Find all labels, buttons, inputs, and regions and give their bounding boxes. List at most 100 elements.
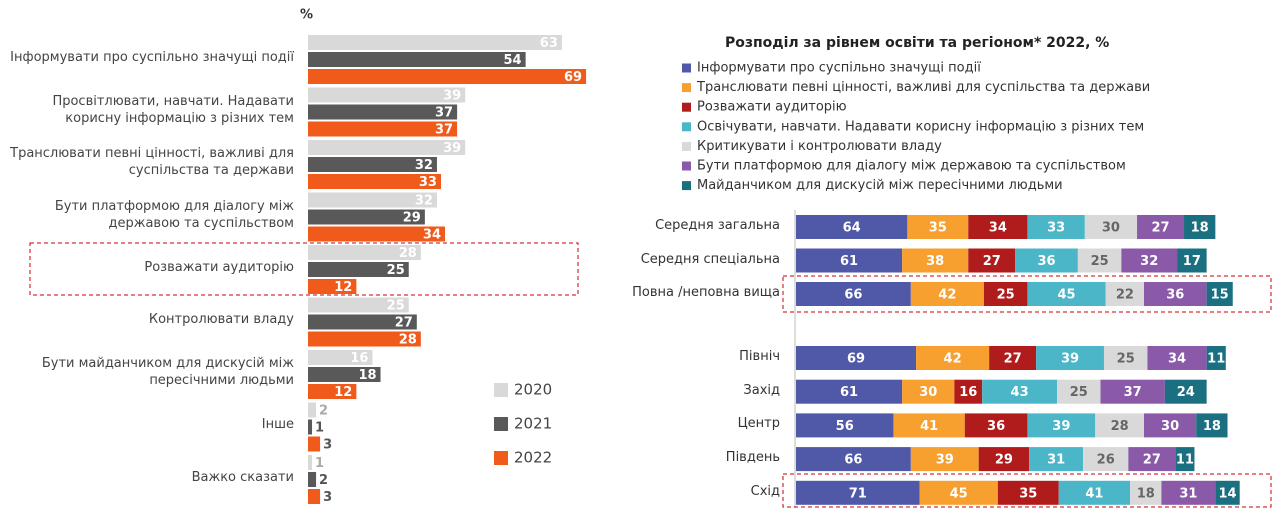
category-label: Бути майданчиком для дискусій між пересі… [41,356,294,388]
value-label: 2 [319,404,328,419]
bar [308,384,357,399]
value-label: 25 [1117,352,1135,367]
bar-segment [1077,248,1122,273]
category-label: Центр [737,416,780,432]
bar-segment [1058,480,1131,505]
bar-segment [1027,413,1096,438]
bar-segment [902,379,955,404]
value-label: 25 [387,299,405,314]
value-label: 28 [399,333,417,348]
bar-segment [968,215,1028,239]
category-label: Транслювати певні цінності, важливі для … [10,146,294,178]
bar [308,419,313,435]
highlight-box [29,242,579,296]
bar-segment [902,248,969,273]
bar [308,331,421,347]
bar-segment [916,346,990,370]
bar-segment [1184,215,1216,239]
category-label: Середня загальна [655,218,780,233]
highlight-box [782,275,1272,313]
legend-swatch [682,122,691,132]
bar-segment [796,215,908,239]
bar [308,87,466,103]
value-label: 69 [564,70,582,85]
highlight-box [782,473,1272,508]
bar [308,314,417,330]
value-label: 35 [1019,486,1037,501]
value-label: 22 [1116,288,1134,303]
bar-segment [968,248,1016,273]
value-label: 71 [849,486,867,501]
bar [308,140,466,155]
bar [308,226,446,242]
value-label: 42 [944,352,962,367]
bar [308,350,373,365]
legend-swatch [682,181,691,191]
bar-segment [796,282,911,306]
value-label: 17 [1183,254,1201,269]
bar-segment [1175,447,1195,472]
bar [308,367,381,382]
bar-segment [1128,447,1176,472]
value-label: 18 [1191,221,1209,236]
value-label: 45 [950,486,968,501]
bar-segment [1027,282,1106,306]
value-label: 14 [1218,486,1236,501]
value-label: 66 [844,453,862,468]
value-label: 25 [1070,385,1088,400]
value-label: 31 [1047,453,1065,468]
bar-segment [1206,282,1233,306]
bar-segment [1103,346,1148,370]
bar [308,121,458,137]
value-label: 1 [315,456,324,471]
bar-segment [1147,346,1207,370]
legend-label: 2021 [514,415,552,433]
bar [308,52,526,67]
category-label: Інформувати про суспільно значущі події [10,49,294,65]
bar [308,436,321,452]
category-label: Середня спеціальна [640,251,780,267]
value-label: 11 [1176,453,1194,468]
bar-segment [1137,215,1185,239]
category-label: Південь [725,450,780,466]
bar-segment [1206,346,1226,370]
bar-segment [907,215,969,239]
value-label: 32 [415,194,433,209]
value-label: 43 [1011,385,1029,400]
legend-label: 2020 [514,381,552,399]
value-label: 32 [1140,254,1158,269]
bar-segment [1083,447,1129,472]
bar-segment [1057,379,1101,404]
value-label: 39 [936,453,954,468]
value-label: 30 [1102,221,1120,236]
value-label: 11 [1207,352,1225,367]
value-label: 34 [989,221,1007,236]
value-label: 27 [1143,453,1161,468]
value-label: 26 [1097,453,1115,468]
bar-segment [1036,346,1104,370]
value-label: 34 [1168,352,1186,367]
category-label: Захід [743,382,780,398]
bar-segment [1144,282,1207,306]
bar [308,489,321,504]
value-label: 12 [334,385,352,400]
bar [308,297,409,313]
legend-swatch [494,417,508,431]
value-label: 33 [419,175,437,190]
value-label: 28 [1111,419,1129,434]
value-label: 34 [423,228,441,243]
value-label: 18 [1203,419,1221,434]
legend-label: Майданчиком для дискусій між пересічними… [697,178,1063,193]
bar-segment [1084,215,1138,239]
bar [308,157,437,172]
value-label: 31 [1179,486,1197,501]
bar-segment [983,282,1028,306]
value-label: 25 [1091,254,1109,269]
bar [308,262,409,277]
value-label: 66 [844,288,862,303]
bar-segment [1105,282,1144,306]
category-label: Просвітлювати, навчати. Надавати корисну… [52,93,294,126]
bar-segment [989,346,1037,370]
